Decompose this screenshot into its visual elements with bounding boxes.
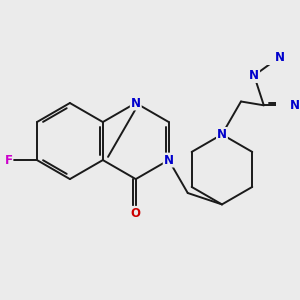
Text: N: N — [274, 51, 284, 64]
Text: N: N — [164, 154, 174, 166]
Text: O: O — [131, 207, 141, 220]
Text: N: N — [249, 69, 259, 82]
Text: N: N — [217, 128, 227, 141]
Text: N: N — [131, 97, 141, 110]
Text: F: F — [4, 154, 12, 166]
Text: N: N — [290, 99, 300, 112]
